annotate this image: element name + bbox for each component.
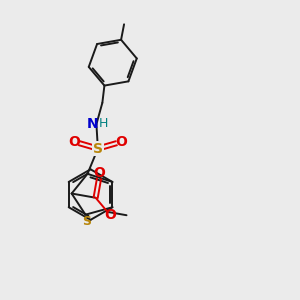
Text: H: H bbox=[98, 117, 108, 130]
Text: O: O bbox=[116, 135, 127, 149]
Text: O: O bbox=[104, 208, 116, 222]
Text: S: S bbox=[82, 215, 91, 228]
Text: O: O bbox=[68, 135, 80, 149]
Text: S: S bbox=[93, 142, 103, 156]
Text: N: N bbox=[87, 117, 99, 130]
Text: O: O bbox=[93, 166, 105, 180]
